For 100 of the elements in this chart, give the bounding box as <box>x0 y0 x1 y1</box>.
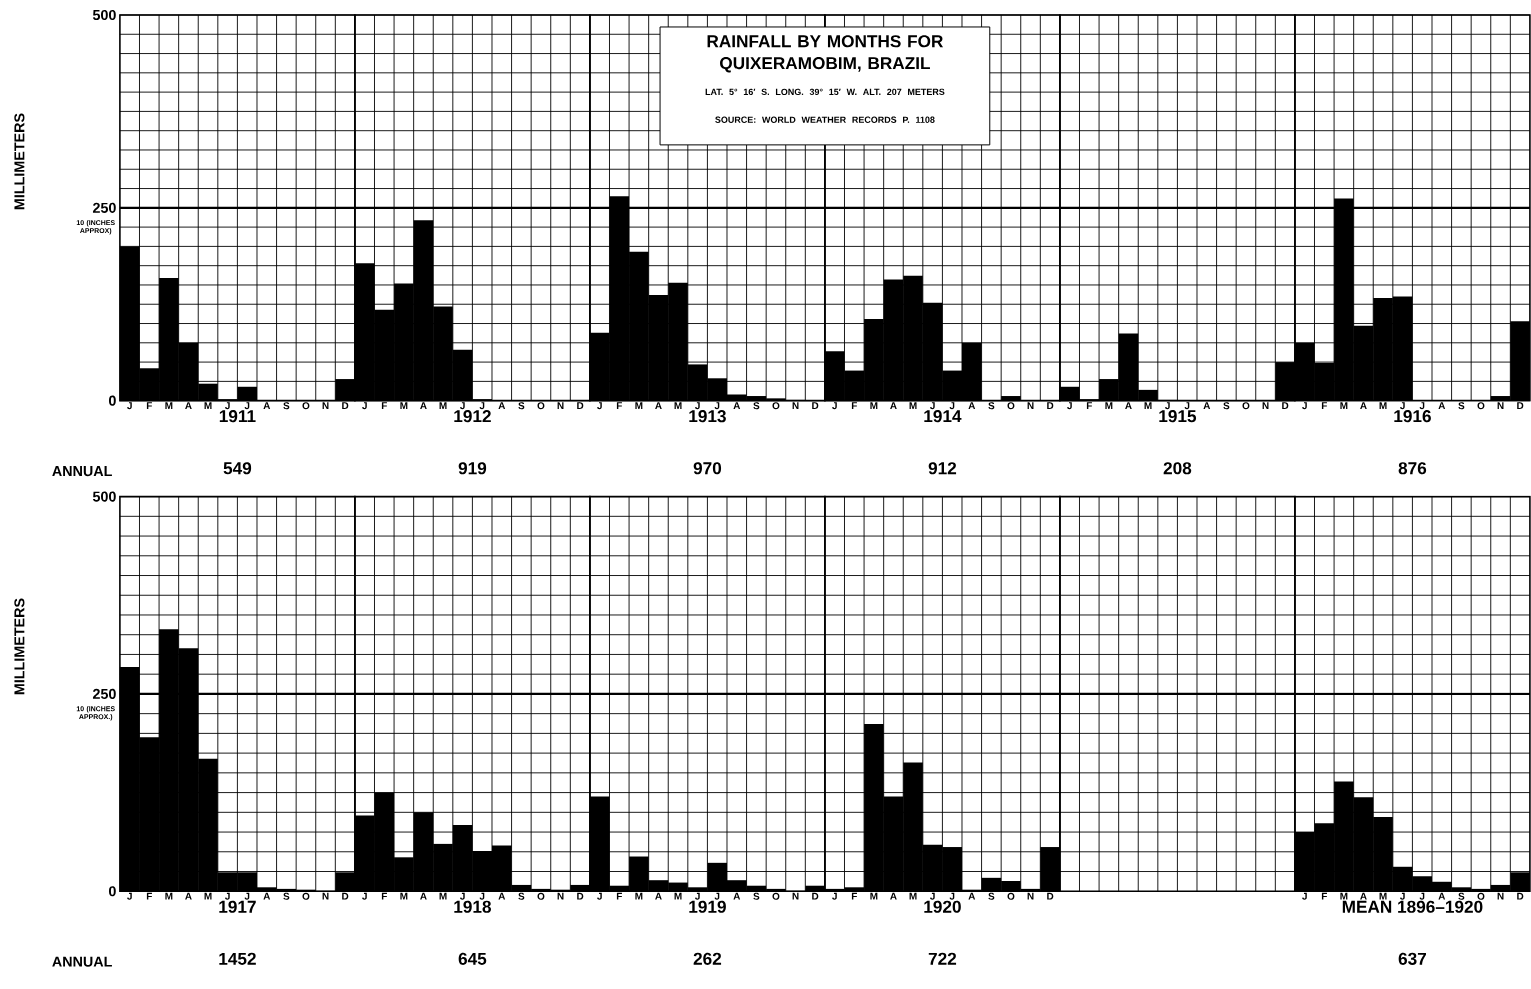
x-tick-label: J <box>460 892 465 900</box>
x-tick-label: N <box>322 892 329 900</box>
x-tick-label: S <box>518 892 525 900</box>
x-tick-label: D <box>577 402 584 409</box>
text: 1452 <box>219 952 256 965</box>
text: 912 <box>928 462 957 475</box>
x-tick-label: F <box>1321 892 1327 900</box>
x-tick-label: A <box>185 402 192 409</box>
x-tick-label: J <box>362 402 367 410</box>
x-tick-label: J <box>479 892 485 900</box>
x-tick-label: F <box>616 402 622 409</box>
x-tick-label: J <box>1302 402 1307 410</box>
x-tick-label: N <box>1027 402 1034 409</box>
x-tick-label: J <box>930 402 935 410</box>
x-tick-label: M <box>439 892 447 900</box>
x-axis-title: 1913 <box>689 410 726 423</box>
x-tick-label: A <box>1438 892 1446 900</box>
x-tick-label: O <box>537 892 545 900</box>
x-tick-label: A <box>420 892 427 900</box>
x-tick-label: A <box>1360 402 1367 409</box>
x-tick-label: M <box>1379 402 1387 409</box>
x-tick-label: A <box>498 892 506 900</box>
x-tick-label: J <box>714 402 720 410</box>
text: 208 <box>1163 462 1192 475</box>
x-tick-label: A <box>1438 402 1446 409</box>
x-tick-label: S <box>518 402 525 410</box>
y-tick-label: 250 <box>92 202 116 213</box>
x-axis-title: 1912 <box>454 410 491 423</box>
x-tick-label: F <box>146 892 152 900</box>
x-tick-label: J <box>1400 892 1405 900</box>
x-tick-label: M <box>674 402 682 409</box>
x-tick-label: M <box>674 892 682 900</box>
x-tick-label: M <box>1340 892 1348 900</box>
x-tick-label: M <box>439 402 447 409</box>
x-tick-label: M <box>1144 402 1152 409</box>
x-tick-label: J <box>1184 402 1190 410</box>
x-tick-label: A <box>1125 402 1132 409</box>
x-tick-label: D <box>1047 402 1054 409</box>
x-tick-label: M <box>909 402 917 409</box>
x-tick-label: D <box>812 892 819 900</box>
x-tick-label: J <box>832 402 837 410</box>
x-tick-label: S <box>1458 402 1465 410</box>
x-axis-title: 1915 <box>1159 410 1197 423</box>
y-tick-label: 500 <box>92 491 116 502</box>
x-tick-label: M <box>635 892 643 900</box>
x-tick-label: D <box>577 892 584 900</box>
x-tick-label: F <box>1086 402 1092 409</box>
x-axis-title: 1917 <box>219 900 256 913</box>
x-tick-label: J <box>695 402 700 410</box>
x-tick-label: M <box>1379 892 1387 900</box>
x-tick-label: M <box>400 402 408 409</box>
y-tick-label: 0 <box>108 395 116 406</box>
x-tick-label: A <box>655 402 662 409</box>
x-tick-label: J <box>244 402 250 410</box>
x-tick-label: D <box>1047 892 1054 900</box>
text: 645 <box>458 952 487 965</box>
x-tick-label: M <box>204 402 212 409</box>
text: 262 <box>693 952 722 965</box>
x-tick-label: S <box>753 402 760 410</box>
x-tick-label: O <box>537 402 545 410</box>
x-tick-label: D <box>1517 892 1524 900</box>
x-tick-label: A <box>1360 892 1367 900</box>
text: 637 <box>1398 952 1426 965</box>
x-tick-label: A <box>263 402 271 409</box>
x-tick-label: N <box>1262 402 1269 409</box>
x-tick-label: J <box>127 892 132 900</box>
x-tick-label: A <box>655 892 662 900</box>
x-tick-label: F <box>851 402 857 409</box>
x-tick-label: D <box>1282 402 1289 409</box>
x-tick-label: N <box>557 892 564 900</box>
text: ANNUAL <box>52 466 112 477</box>
x-tick-label: F <box>381 402 387 409</box>
x-tick-label: S <box>988 402 995 410</box>
x-tick-label: O <box>1477 892 1485 900</box>
x-tick-label: J <box>1419 402 1425 410</box>
x-tick-label: O <box>1007 892 1015 900</box>
x-tick-label: J <box>1419 892 1425 900</box>
x-tick-label: J <box>949 892 955 900</box>
x-tick-label: D <box>1517 402 1524 409</box>
x-tick-label: A <box>968 402 976 409</box>
x-tick-label: J <box>1302 892 1307 900</box>
x-tick-label: N <box>792 402 799 409</box>
x-tick-label: J <box>597 892 602 900</box>
x-tick-label: J <box>1067 402 1072 410</box>
x-tick-label: S <box>1458 892 1465 900</box>
text: 722 <box>928 952 957 965</box>
x-axis-title: 1911 <box>219 410 256 423</box>
x-tick-label: N <box>1497 402 1504 409</box>
x-axis-title: 1918 <box>454 900 491 913</box>
x-tick-label: F <box>381 892 387 900</box>
x-tick-label: F <box>851 892 857 900</box>
x-tick-label: N <box>1027 892 1034 900</box>
text: 970 <box>693 462 722 475</box>
text: 549 <box>223 462 252 475</box>
x-tick-label: O <box>772 892 780 900</box>
x-tick-label: A <box>263 892 271 900</box>
x-tick-label: D <box>812 402 819 409</box>
x-tick-label: N <box>1497 892 1504 900</box>
x-tick-label: A <box>968 892 976 900</box>
x-tick-label: M <box>204 892 212 900</box>
